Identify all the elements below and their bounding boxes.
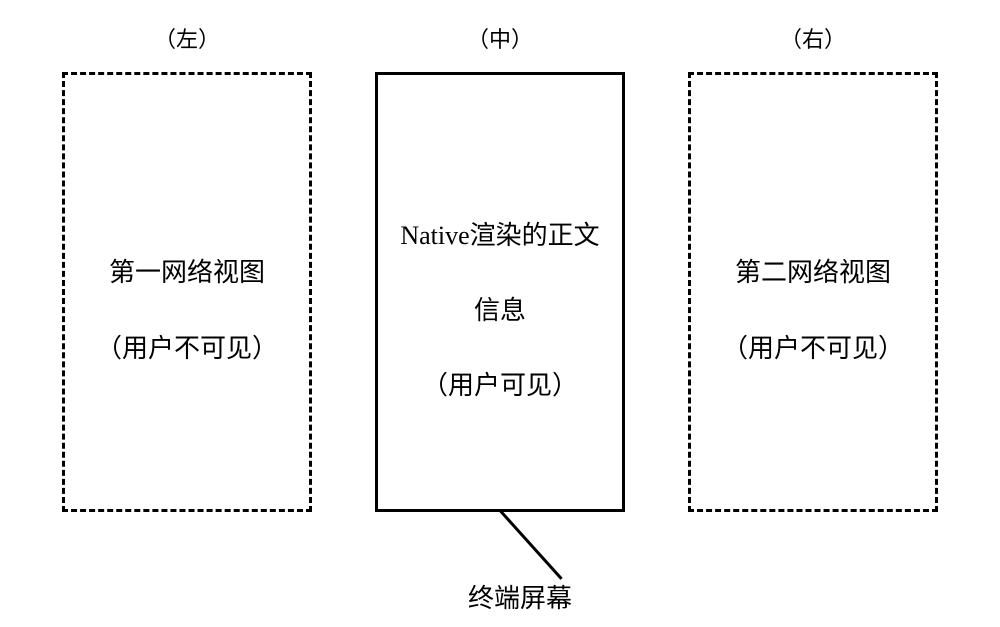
panel-left-line2: （用户不可见） [96, 334, 278, 363]
panel-mid-line3: （用户可见） [422, 371, 578, 400]
panel-left-line1: 第一网络视图 [109, 258, 265, 287]
panel-left-text: 第一网络视图 （用户不可见） [96, 217, 278, 368]
panel-right-line1: 第二网络视图 [735, 258, 891, 287]
callout-label: 终端屏幕 [468, 578, 572, 615]
panel-mid-line2: 信息 [474, 296, 526, 325]
panel-left: 第一网络视图 （用户不可见） [62, 72, 312, 512]
panel-mid-line1: Native渲染的正文 [400, 221, 599, 250]
callout-line [499, 509, 563, 579]
panel-right-line2: （用户不可见） [722, 334, 904, 363]
panel-right: 第二网络视图 （用户不可见） [688, 72, 938, 512]
panel-mid-text: Native渲染的正文 信息 （用户可见） [400, 179, 599, 405]
panel-mid: Native渲染的正文 信息 （用户可见） [375, 72, 625, 512]
top-label-right: （右） [688, 22, 938, 54]
top-label-mid: （中） [375, 22, 625, 54]
panel-right-text: 第二网络视图 （用户不可见） [722, 217, 904, 368]
diagram-canvas: （左） （中） （右） 第一网络视图 （用户不可见） Native渲染的正文 信… [0, 0, 1000, 627]
top-label-left: （左） [62, 22, 312, 54]
